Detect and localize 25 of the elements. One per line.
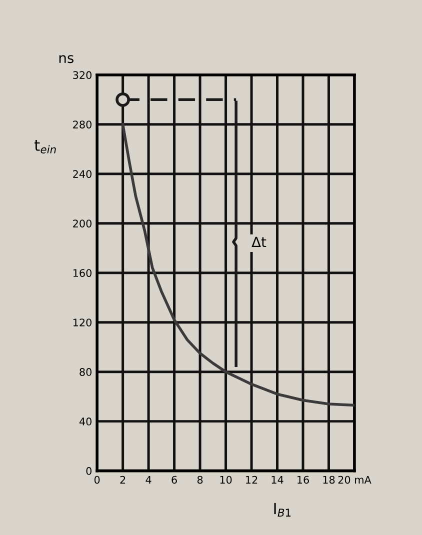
y-tick-label: 40 [79,418,92,426]
x-tick-label: 18 [323,476,335,484]
x-tick-label: 10 [220,476,232,484]
text: ns [59,55,74,64]
x-axis-title: I$_{B1}$ [274,502,291,517]
x-tick-label: 20 mA [338,476,372,484]
line-series [121,122,354,407]
x-tick-label: 8 [197,476,203,484]
y-tick-label: 80 [80,368,92,376]
x-tick-label: 6 [172,476,177,484]
x-tick-label: 14 [272,476,284,484]
y-tick-label: 320 [73,71,92,80]
annotation: Δt [252,236,266,247]
x-tick-label: 0 [94,476,100,484]
y-tick-label: 240 [73,170,92,178]
y-tick-label: 280 [73,120,92,128]
y-tick-label: 160 [73,269,92,277]
y-axis-title: t$_{ein}$ [34,140,56,154]
x-tick-label: 4 [146,476,152,484]
x-tick-label: 2 [120,476,126,484]
y-tick-label: 0 [86,467,92,475]
x-tick-label: 16 [298,476,309,484]
y-tick-label: 120 [73,318,92,326]
x-tick-label: 12 [246,476,258,484]
y-tick-label: 200 [73,220,92,228]
